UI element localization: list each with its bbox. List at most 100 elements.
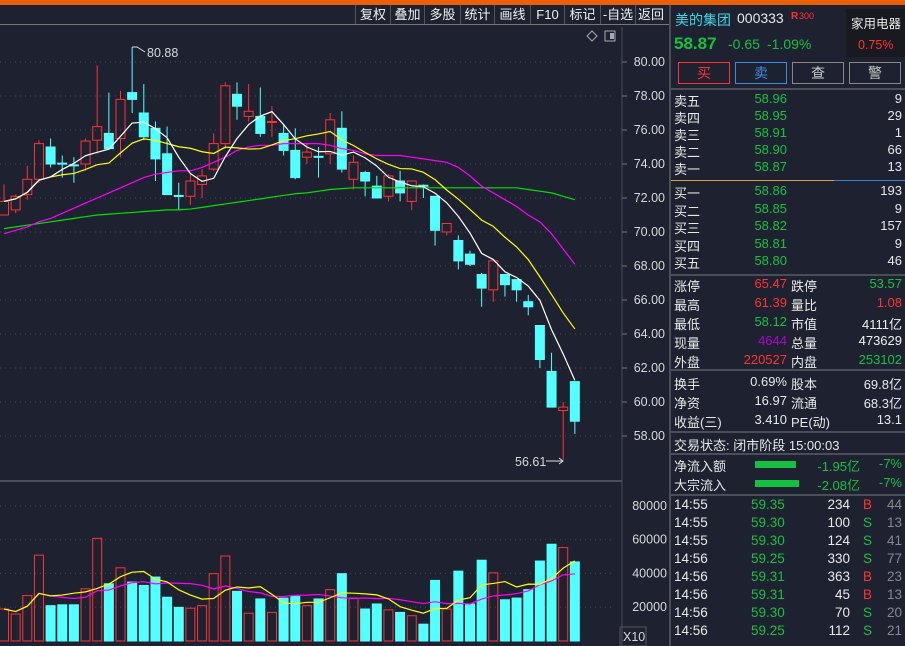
panel-toggle-icon-fill: [610, 33, 614, 39]
toolbar-button-4[interactable]: 画线: [494, 5, 530, 24]
ma20-line: [3, 143, 576, 265]
toolbar-button-7[interactable]: -自选: [600, 5, 635, 24]
candle-up: [92, 126, 103, 141]
fund-label: 换手: [674, 377, 701, 392]
spread-line-right: [834, 180, 905, 181]
multiplier-box: [619, 626, 647, 646]
stock-name[interactable]: 美的集团: [675, 12, 731, 28]
tick-price: 59.30: [751, 605, 785, 620]
panel-toggle-icon[interactable]: [604, 30, 616, 42]
stat-value: 4111亿: [862, 317, 902, 332]
volume-bar: [45, 605, 56, 642]
stat-label: 总量: [791, 336, 818, 351]
candle-down: [57, 162, 68, 165]
candle-up: [220, 85, 231, 145]
ask-label: 卖一: [674, 162, 701, 177]
volume-bar: [558, 547, 569, 642]
toolbar-button-5[interactable]: F10: [530, 5, 564, 24]
sell-button[interactable]: 卖: [735, 62, 787, 84]
alert-button[interactable]: 警: [849, 62, 901, 84]
divider: [671, 88, 905, 90]
ask-price: 58.95: [754, 108, 787, 123]
volume-bar: [68, 604, 79, 642]
tick-time: 14:56: [674, 623, 708, 638]
fund-label: 收益(三): [674, 415, 722, 430]
candle-up: [266, 121, 277, 123]
volume-bar: [395, 611, 406, 642]
price-tick-label: 76.00: [634, 123, 665, 137]
candle-down: [371, 185, 382, 199]
bid-price: 58.80: [754, 253, 787, 268]
query-button[interactable]: 查: [792, 62, 844, 84]
tick-side: B: [863, 569, 873, 584]
volume-tick-label: 40000: [632, 566, 667, 580]
candle-down: [313, 155, 324, 158]
price-tick-label: 68.00: [634, 259, 665, 273]
sector-box[interactable]: 家用电器 0.75%: [846, 9, 905, 57]
candle-up: [406, 180, 417, 202]
volume-bar: [208, 573, 219, 642]
price-tick-label: 60.00: [634, 395, 665, 409]
volume-bar: [523, 589, 534, 642]
stat-value: 220527: [743, 352, 787, 367]
tick-volume: 45: [834, 587, 850, 602]
tick-side: B: [863, 587, 873, 602]
ask-price: 58.90: [754, 142, 787, 157]
volume-bar: [57, 604, 68, 642]
toolbar-button-3[interactable]: 统计: [460, 5, 494, 24]
stat-value: 473629: [858, 333, 902, 348]
volume-bar: [534, 560, 545, 642]
tick-volume: 70: [834, 605, 850, 620]
volume-bar: [336, 573, 347, 642]
tick-count: 13: [886, 587, 902, 602]
volume-bar: [80, 588, 91, 642]
stat-label: 外盘: [674, 355, 701, 370]
tick-time: 14:55: [674, 533, 708, 548]
tick-count: 13: [886, 515, 902, 530]
diamond-icon[interactable]: [586, 30, 598, 42]
stat-value: 4644: [758, 333, 787, 348]
bid-label: 买四: [674, 238, 701, 254]
flow-amount: -1.95亿: [817, 459, 860, 474]
fund-value: 69.8亿: [863, 377, 902, 392]
stat-value: 61.39: [754, 295, 787, 310]
price-tick-label: 72.00: [634, 191, 665, 205]
trade-status: 交易状态: 闭市阶段 15:00:03: [674, 438, 840, 453]
tick-count: 20: [886, 605, 902, 620]
toolbar-button-2[interactable]: 多股: [424, 5, 460, 24]
candle-up: [80, 140, 91, 165]
buy-button[interactable]: 买: [678, 62, 730, 84]
tick-side: S: [863, 551, 873, 566]
candle-up: [441, 223, 452, 233]
volume-bar: [290, 595, 301, 642]
volume-bar: [383, 609, 394, 642]
fund-label: 净资: [674, 396, 701, 411]
volume-bar: [138, 584, 149, 642]
toolbar-button-8[interactable]: 返回: [635, 5, 666, 24]
candle-down: [150, 127, 161, 160]
candle-up: [558, 406, 569, 412]
bid-label: 买三: [674, 221, 701, 236]
toolbar-button-6[interactable]: 标记: [564, 5, 600, 24]
fund-value: 0.69%: [750, 374, 787, 389]
bid-qty: 9: [894, 200, 902, 216]
price-tick-label: 66.00: [634, 293, 665, 307]
candle-up: [243, 110, 254, 117]
kline-chart[interactable]: 80.00 78.00 76.00 74.00 72.00 70.00 68.00 66.00…: [0, 0, 669, 646]
volume-bar: [499, 599, 510, 642]
volume-bar: [22, 595, 33, 642]
candle-down: [127, 92, 138, 100]
candle-up: [185, 180, 196, 197]
toolbar-button-0[interactable]: 复权: [355, 5, 390, 24]
tick-volume: 100: [827, 515, 850, 530]
volume-tick-label: 80000: [632, 499, 667, 513]
bid-price: 58.82: [754, 218, 787, 233]
divider: [671, 431, 905, 433]
toolbar-button-1[interactable]: 叠加: [390, 5, 424, 24]
volume-bar: [348, 597, 359, 642]
tick-side: S: [863, 605, 873, 620]
volume-ma5-line: [3, 560, 576, 614]
last-price: 58.87: [674, 34, 717, 53]
fund-label: PE(动): [791, 415, 831, 430]
ask-price: 58.87: [754, 159, 787, 174]
